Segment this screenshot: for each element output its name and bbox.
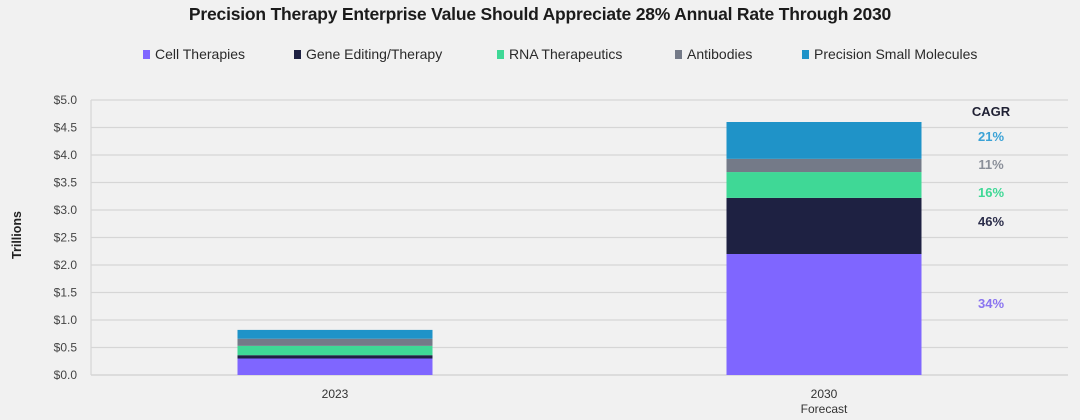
bar-segment-precision-small-molecules-2030: [726, 122, 922, 159]
bar-segment-cell-therapies-2023: [237, 358, 433, 375]
legend-label: Precision Small Molecules: [814, 46, 978, 62]
legend-label: RNA Therapeutics: [509, 46, 623, 62]
y-tick-label: $0.5: [54, 341, 78, 355]
y-axis-title: Trillions: [10, 211, 24, 259]
cagr-header: CAGR: [972, 104, 1011, 119]
cagr-label-gene-editing-therapy: 46%: [978, 214, 1004, 229]
y-tick-label: $1.5: [54, 286, 78, 300]
legend-item-rna-therapeutics: RNA Therapeutics: [497, 46, 622, 62]
y-tick-label: $2.5: [54, 231, 78, 245]
y-tick-label: $4.5: [54, 121, 78, 135]
chart-title: Precision Therapy Enterprise Value Shoul…: [188, 4, 892, 24]
cagr-label-antibodies: 11%: [978, 157, 1004, 172]
y-tick-label: $2.0: [54, 258, 78, 272]
legend-swatch-rna-therapeutics: [497, 49, 504, 59]
y-tick-label: $3.0: [54, 203, 78, 217]
x-tick-sublabel: Forecast: [801, 402, 848, 416]
y-tick-label: $1.0: [54, 313, 78, 327]
legend-label: Gene Editing/Therapy: [306, 46, 443, 62]
bars: [237, 122, 922, 375]
x-tick-label: 2030: [811, 387, 838, 401]
bar-segment-cell-therapies-2030: [726, 254, 922, 375]
legend-swatch-antibodies: [675, 49, 682, 59]
y-tick-label: $3.5: [54, 176, 78, 190]
bar-segment-gene-editing-therapy-2023: [237, 355, 433, 359]
y-tick-label: $5.0: [54, 93, 78, 107]
y-tick-label: $0.0: [54, 368, 78, 382]
legend-swatch-cell-therapies: [143, 49, 150, 59]
y-axis-ticks: $0.0 $0.5 $1.0 $1.5 $2.0 $2.5 $3.0 $3.5 $4.0 $4.5…: [54, 93, 78, 382]
legend-label: Antibodies: [687, 46, 753, 62]
legend-swatch-precision-small-molecules: [802, 49, 809, 59]
legend: Cell Therapies Gene Editing/Therapy RNA …: [0, 46, 1080, 66]
cagr-label-precision-small-molecules: 21%: [978, 129, 1004, 144]
bar-segment-rna-therapeutics-2030: [726, 172, 922, 198]
bar-segment-precision-small-molecules-2023: [237, 329, 433, 339]
bar-segment-antibodies-2023: [237, 338, 433, 346]
legend-label: Cell Therapies: [155, 46, 246, 62]
legend-item-precision-small-molecules: Precision Small Molecules: [802, 46, 977, 62]
legend-item-gene-editing: Gene Editing/Therapy: [294, 46, 442, 62]
x-tick-label: 2023: [322, 387, 349, 401]
bar-segment-rna-therapeutics-2023: [237, 345, 433, 356]
legend-item-antibodies: Antibodies: [675, 46, 752, 62]
cagr-label-cell-therapies: 34%: [978, 296, 1004, 311]
legend-item-cell-therapies: Cell Therapies: [143, 46, 245, 62]
cagr-label-rna-therapeutics: 16%: [978, 185, 1004, 200]
bar-segment-antibodies-2030: [726, 158, 922, 173]
legend-swatch-gene-editing: [294, 49, 301, 59]
cagr-annotations: CAGR 34% 46% 16% 11% 21%: [972, 104, 1011, 311]
bar-segment-gene-editing-therapy-2030: [726, 197, 922, 254]
y-tick-label: $4.0: [54, 148, 78, 162]
